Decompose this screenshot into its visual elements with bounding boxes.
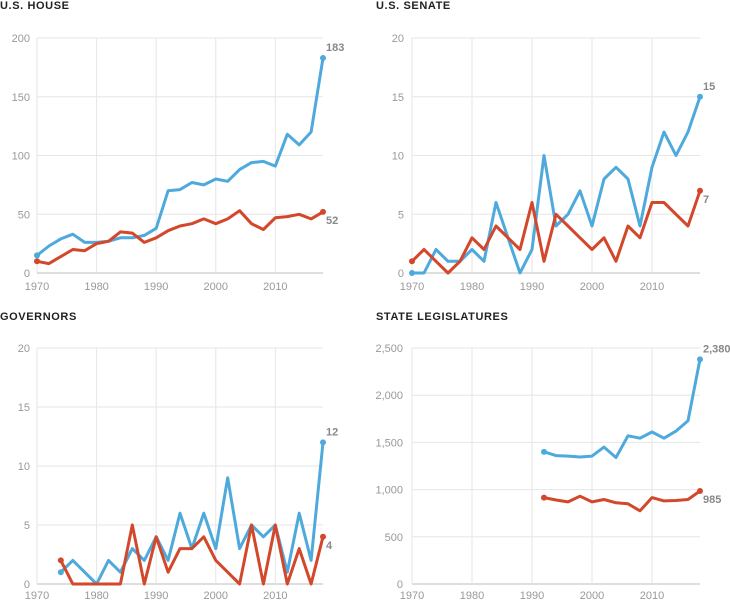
blue-end-dot [697, 93, 703, 100]
red-end-label: 985 [703, 494, 721, 506]
y-tick-label: 20 [18, 343, 30, 355]
y-tick-label: 500 [385, 532, 403, 544]
red-series-line [410, 189, 702, 275]
x-tick-label: 1990 [144, 590, 168, 602]
governors-panel: GOVERNORS 0 5 10 15 20 1970 1980 1990 2000 2010 12… [0, 311, 365, 602]
senate-chart: 0 5 10 15 20 1970 1980 1990 2000 2010 15 7 [392, 33, 716, 293]
panel-title: GOVERNORS [0, 311, 77, 323]
y-tick-label: 2,500 [376, 343, 403, 355]
x-tick-label: 1970 [400, 281, 424, 293]
x-tick-label: 1980 [84, 281, 108, 293]
y-tick-label: 20 [392, 33, 404, 45]
red-end-dot [697, 187, 703, 194]
senate-panel: U.S. SENATE 0 5 10 15 20 1970 1980 1990 2000 2010… [376, 0, 730, 301]
y-tick-label: 2,000 [376, 390, 403, 402]
blue-series-line [542, 357, 702, 459]
house-chart: 0 50 100 150 200 1970 1980 1990 2000 2010 183 52 [12, 33, 345, 293]
y-tick-label: 150 [12, 92, 30, 104]
red-end-dot [697, 488, 703, 495]
blue-start-dot [57, 569, 64, 576]
y-tick-label: 0 [397, 579, 403, 591]
x-tick-label: 2010 [640, 590, 664, 602]
y-tick-label: 10 [18, 461, 30, 473]
blue-end-label: 2,380 [703, 343, 730, 355]
red-end-label: 7 [703, 194, 709, 206]
x-tick-label: 1970 [25, 281, 49, 293]
y-tick-label: 1,000 [376, 485, 403, 497]
x-tick-label: 2000 [580, 590, 604, 602]
blue-end-dot [697, 356, 703, 363]
governors-chart: 0 5 10 15 20 1970 1980 1990 2000 2010 12 4 [18, 343, 339, 602]
blue-end-dot [320, 439, 326, 446]
legislatures-panel: STATE LEGISLATURES 0 500 1,000 1,500 2,000 2,… [375, 311, 730, 602]
red-end-dot [320, 533, 326, 540]
y-tick-label: 15 [18, 402, 30, 414]
house-panel: U.S. HOUSE 0 50 100 150 200 1970 1980 1990 2000 2… [0, 0, 365, 301]
y-tick-label: 50 [18, 209, 30, 221]
y-tick-label: 5 [398, 209, 404, 221]
red-start-dot [34, 258, 40, 265]
x-tick-label: 1990 [144, 281, 168, 293]
red-start-dot [409, 258, 415, 265]
x-tick-label: 2000 [204, 590, 228, 602]
red-end-label: 4 [326, 540, 333, 552]
x-tick-label: 1980 [460, 590, 484, 602]
y-tick-label: 0 [24, 268, 30, 280]
blue-end-label: 183 [326, 42, 344, 54]
red-end-dot [320, 208, 326, 215]
y-tick-label: 200 [12, 33, 30, 45]
panel-title: U.S. SENATE [376, 0, 451, 12]
blue-series-line [410, 95, 702, 275]
red-series-line [59, 523, 325, 586]
red-end-label: 52 [326, 215, 338, 227]
y-tick-label: 100 [12, 151, 30, 163]
blue-start-dot [409, 270, 415, 276]
blue-series-line [35, 56, 325, 257]
blue-end-label: 15 [703, 81, 715, 93]
blue-end-dot [320, 54, 326, 61]
x-tick-label: 2010 [263, 590, 287, 602]
y-tick-label: 5 [24, 520, 30, 532]
x-tick-label: 2010 [640, 281, 664, 293]
blue-start-dot [541, 448, 547, 455]
x-tick-label: 1990 [520, 281, 544, 293]
red-series-line [542, 489, 702, 513]
legislatures-chart: 0 500 1,000 1,500 2,000 2,500 1970 1980 1990 2000… [375, 343, 730, 602]
x-tick-label: 1970 [400, 590, 424, 602]
red-series-line [35, 209, 325, 266]
x-tick-label: 1970 [25, 590, 49, 602]
blue-end-label: 12 [326, 426, 338, 438]
x-tick-label: 1980 [84, 590, 108, 602]
y-tick-label: 15 [392, 92, 404, 104]
x-tick-label: 2000 [204, 281, 228, 293]
y-tick-label: 0 [24, 579, 30, 591]
red-start-dot [57, 557, 64, 564]
x-tick-label: 2000 [580, 281, 604, 293]
x-tick-label: 2010 [263, 281, 287, 293]
red-start-dot [541, 494, 547, 501]
panel-title: STATE LEGISLATURES [376, 311, 509, 323]
x-tick-label: 1990 [520, 590, 544, 602]
y-tick-label: 0 [398, 268, 404, 280]
y-tick-label: 10 [392, 151, 404, 163]
panel-title: U.S. HOUSE [0, 0, 70, 12]
x-tick-label: 1980 [460, 281, 484, 293]
blue-start-dot [34, 252, 40, 259]
y-tick-label: 1,500 [376, 437, 403, 449]
